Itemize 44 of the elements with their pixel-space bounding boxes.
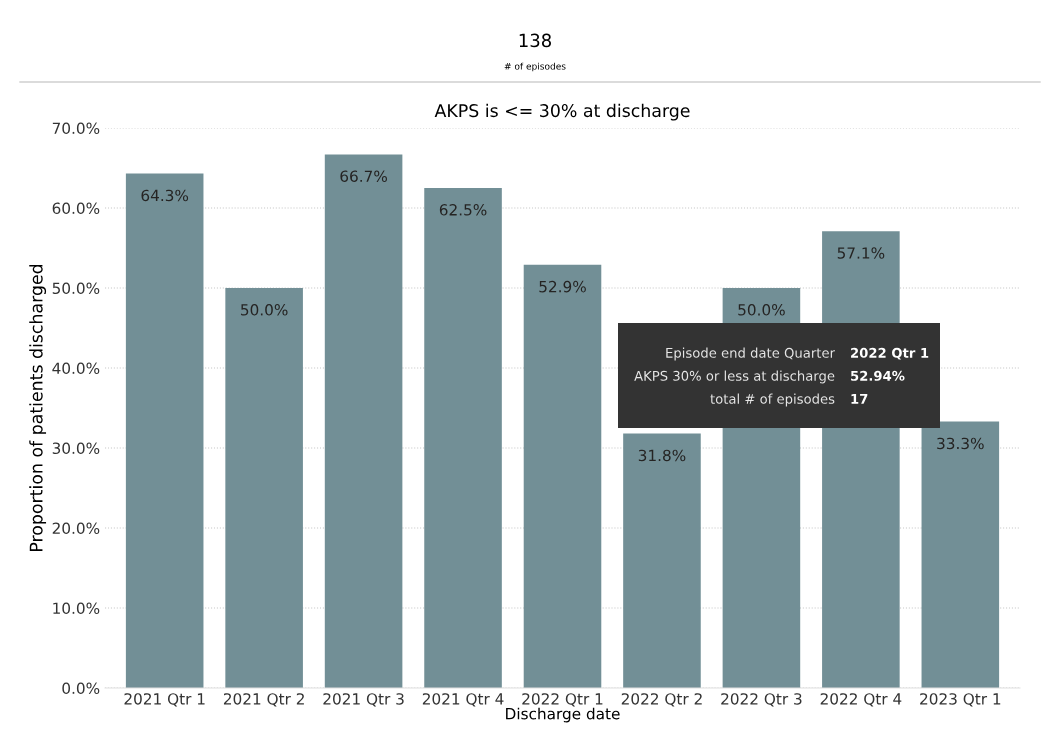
annotation: 52.94% — [851, 370, 905, 381]
x-axis-title: Discharge date — [506, 707, 620, 723]
annotation: 2022 Qtr 1 — [851, 347, 929, 360]
bar — [125, 173, 204, 688]
x-tick-label: 2021 Qtr 1 — [124, 693, 205, 707]
y-tick-label: 60.0% — [52, 202, 100, 215]
y-tick-label: 70.0% — [52, 122, 100, 135]
x-tick-label: 2021 Qtr 3 — [323, 693, 404, 707]
data-label: 52.9% — [539, 280, 586, 293]
data-label: 66.7% — [340, 170, 388, 182]
bar — [523, 264, 602, 688]
annotation: Episode end date Quarter — [666, 347, 835, 361]
data-label: 50.0% — [738, 304, 785, 316]
y-axis-title: Proportion of patients discharged — [29, 264, 47, 551]
annotation: 17 — [851, 394, 868, 404]
y-tick-label: 0.0% — [62, 682, 100, 695]
bar — [921, 421, 1000, 688]
bar — [424, 188, 502, 688]
bar — [225, 288, 303, 688]
text: # of episodes — [504, 62, 566, 72]
x-tick-label: 2022 Qtr 3 — [721, 693, 802, 707]
x-tick-label: 2022 Qtr 1 — [522, 693, 603, 707]
x-tick-label: 2023 Qtr 1 — [920, 693, 1001, 707]
bar — [324, 154, 403, 688]
x-tick-label: 2021 Qtr 2 — [223, 693, 304, 707]
annotation: total # of episodes — [710, 393, 835, 407]
data-label: 64.3% — [141, 189, 189, 202]
y-tick-label: 30.0% — [52, 442, 100, 455]
data-label: 50.0% — [241, 304, 288, 316]
x-tick-label: 2021 Qtr 4 — [422, 693, 504, 707]
data-label: 31.8% — [638, 449, 686, 462]
x-tick-label: 2022 Qtr 2 — [621, 693, 702, 707]
data-label: 62.5% — [439, 204, 487, 216]
y-tick-label: 40.0% — [52, 362, 100, 375]
data-label: 57.1% — [837, 247, 885, 259]
chart-title: AKPS is <= 30% at discharge — [434, 103, 690, 121]
y-tick-label: 50.0% — [52, 282, 100, 295]
bar — [623, 433, 701, 688]
x-tick-label: 2022 Qtr 4 — [820, 693, 902, 707]
y-tick-label: 10.0% — [53, 602, 100, 615]
data-label: 33.3% — [937, 437, 984, 450]
text: 138 — [519, 33, 551, 48]
y-tick-label: 20.0% — [52, 522, 100, 535]
annotation: AKPS 30% or less at discharge — [634, 370, 835, 384]
